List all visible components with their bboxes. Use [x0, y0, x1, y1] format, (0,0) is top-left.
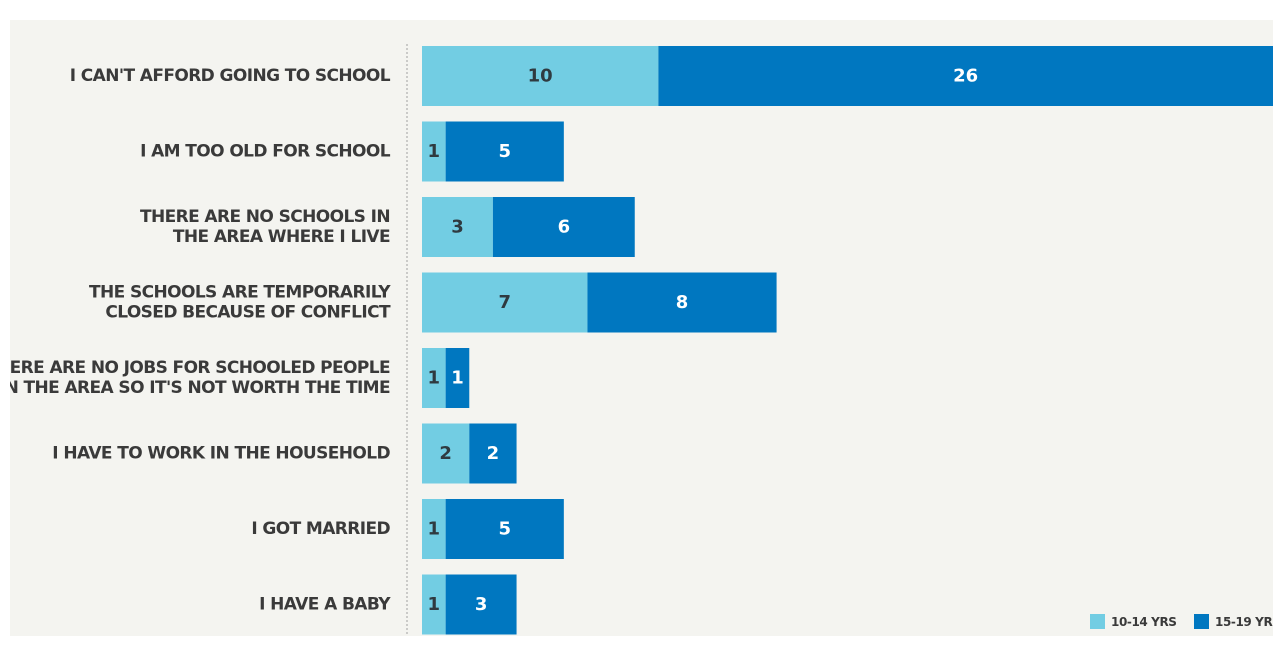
- category-label: THE SCHOOLS ARE TEMPORARILY: [89, 283, 391, 303]
- bar-segment: [587, 272, 777, 333]
- bar-segment: [445, 121, 564, 182]
- bar-value-label: 1: [428, 519, 441, 540]
- bar-segment: [422, 348, 446, 408]
- bar-value-label: 3: [451, 217, 464, 238]
- bar-value-label: 1: [451, 368, 464, 389]
- category-label: I HAVE A BABY: [259, 595, 391, 615]
- bar-value-label: 1: [428, 594, 441, 615]
- bar-value-label: 7: [498, 292, 511, 313]
- bar-value-label: 10: [528, 66, 553, 87]
- bar-segment: [422, 272, 588, 333]
- category-label: IN THE AREA SO IT'S NOT WORTH THE TIME: [10, 378, 390, 398]
- category-label: I GOT MARRIED: [251, 519, 390, 539]
- bar-value-label: 1: [428, 141, 441, 162]
- bar-value-label: 5: [498, 519, 511, 540]
- bar-segment: [422, 499, 446, 559]
- bar-segment: [445, 574, 517, 635]
- bar-segment: [469, 423, 517, 484]
- legend-label: 15-19 YRS: [1215, 615, 1273, 629]
- legend-swatch: [1194, 614, 1209, 629]
- bar-value-label: 2: [487, 443, 500, 464]
- legend-label: 10-14 YRS: [1111, 615, 1177, 629]
- bar-segment: [445, 499, 564, 559]
- stacked-bar-chart: 10 261 53 67 81 12 21 51 3 I CAN'T AFFORD GOING …: [10, 44, 1273, 636]
- category-labels: I CAN'T AFFORD GOING TO SCHOOL I AM TOO O…: [10, 66, 392, 615]
- bar-segment: [422, 46, 659, 106]
- chart-panel: 10 26 1 5 3 6 7 8 1 1 2 2 1 5 1 3 I CAN'T AFFORD GOING …: [10, 20, 1273, 636]
- bar-segment: [658, 46, 1273, 106]
- category-label: I CAN'T AFFORD GOING TO SCHOOL: [70, 66, 391, 86]
- bar-value-label: 2: [439, 443, 452, 464]
- category-label: THERE ARE NO JOBS FOR SCHOOLED PEOPLE: [10, 358, 390, 378]
- bar-segment: [422, 121, 446, 182]
- bar-group: 10 261 53 67 81 12 21 51 3: [422, 46, 1273, 635]
- bar-segment: [422, 423, 470, 484]
- bar-segment: [492, 197, 635, 257]
- legend: 10-14 YRS 15-19 YRS: [1090, 614, 1273, 629]
- category-label: I HAVE TO WORK IN THE HOUSEHOLD: [52, 444, 390, 464]
- bar-value-label: 8: [676, 292, 689, 313]
- bar-segment: [445, 348, 470, 408]
- category-label: CLOSED BECAUSE OF CONFLICT: [105, 303, 391, 323]
- bar-value-label: 6: [558, 217, 571, 238]
- bar-value-label: 1: [428, 368, 441, 389]
- bar-segment: [422, 574, 446, 635]
- category-label: THERE ARE NO SCHOOLS IN: [140, 207, 390, 227]
- bar-value-label: 5: [498, 141, 511, 162]
- legend-swatch: [1090, 614, 1105, 629]
- bar-value-label: 3: [475, 594, 488, 615]
- category-label: THE AREA WHERE I LIVE: [173, 227, 390, 247]
- bar-value-label: 26: [953, 66, 978, 87]
- category-label: I AM TOO OLD FOR SCHOOL: [140, 142, 391, 162]
- bar-segment: [422, 197, 493, 257]
